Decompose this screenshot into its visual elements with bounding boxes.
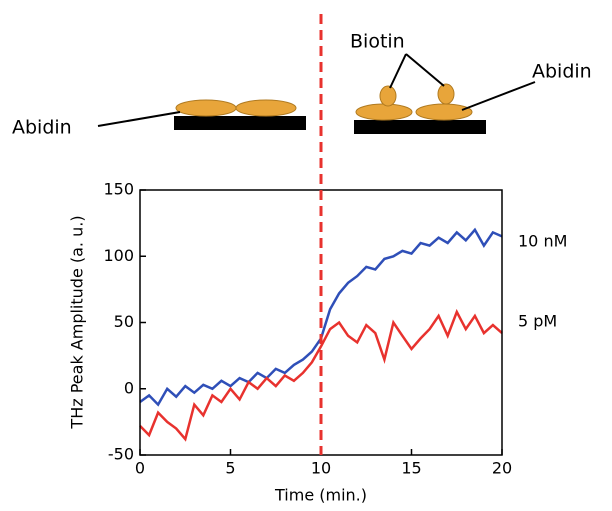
annotation: Abidin <box>532 61 592 83</box>
y-tick-label: 50 <box>114 312 134 331</box>
x-tick-label: 20 <box>492 459 512 478</box>
annotation: Biotin <box>350 31 405 53</box>
series-label: 5 pM <box>518 312 557 331</box>
y-tick-label: -50 <box>108 445 134 464</box>
schematic <box>97 53 536 134</box>
y-tick-label: 150 <box>103 180 134 199</box>
y-tick-label: 0 <box>124 378 134 397</box>
series-label: 10 nM <box>518 232 567 251</box>
x-tick-label: 10 <box>311 459 331 478</box>
x-tick-label: 15 <box>401 459 421 478</box>
data-line <box>139 308 503 442</box>
annotation: Abidin <box>12 117 72 139</box>
y-axis-label: THz Peak Amplitude (a. u.) <box>68 215 87 429</box>
x-tick-label: 5 <box>225 459 235 478</box>
x-axis-label: Time (min.) <box>274 486 367 505</box>
x-tick-label: 0 <box>135 459 145 478</box>
y-tick-label: 100 <box>103 246 134 265</box>
